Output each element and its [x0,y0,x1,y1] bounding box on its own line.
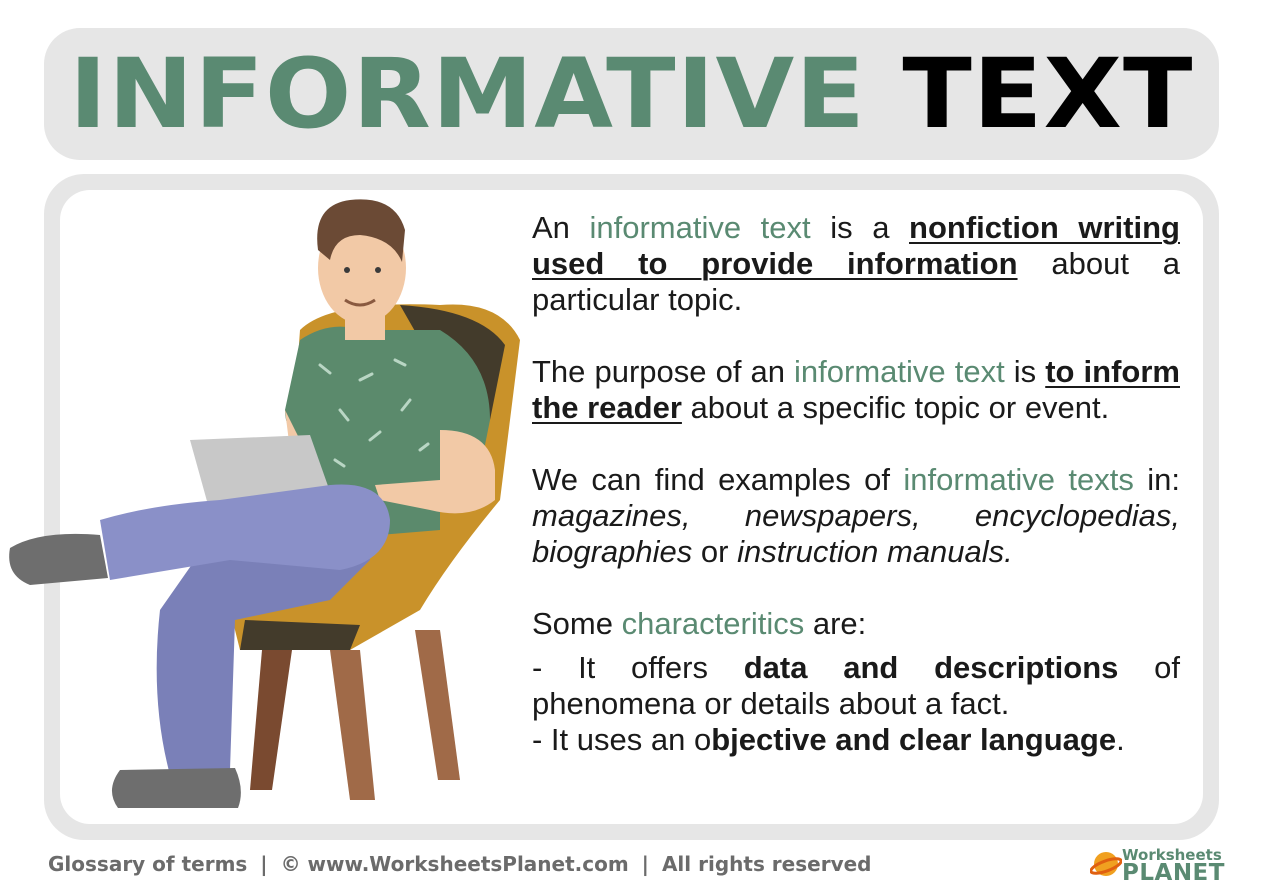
purpose-paragraph: The purpose of an informative text is to… [532,354,1180,426]
text-run: in: [1133,462,1180,497]
footer-separator: | [641,852,649,876]
text-run: about a particular topic. [532,246,1180,317]
footer-site: www.WorksheetsPlanet.com [307,852,629,876]
text-run: of phenomena or details about a fact. [532,650,1181,721]
text-run: are: [804,606,867,641]
footer: Glossary of terms | © www.WorksheetsPlan… [48,852,871,876]
bold-phrase: data and descriptions [743,650,1119,685]
chair-leg-left [250,650,292,790]
text-run: - It offers [532,650,744,685]
characteristics-heading: Some characteritics are: [532,606,1180,642]
title-word-informative: INFORMATIVE [69,38,867,150]
text-run: We can find examples of [532,462,904,497]
definition-paragraph: An informative text is a nonfiction writ… [532,210,1180,318]
characteristic-item-2: - It uses an objective and clear languag… [532,722,1180,758]
text-run: An [532,210,590,245]
text-run: Some [532,606,622,641]
italic-examples: instruction manuals. [737,534,1013,569]
highlight-term: informative text [589,210,811,245]
title-bar: INFORMATIVE TEXT [44,28,1219,160]
text-run: is a [810,210,910,245]
text-run: . [1116,722,1125,757]
man-on-armchair-illustration [9,199,520,808]
text-run: - It uses an o [532,722,712,757]
page-title: INFORMATIVE TEXT [69,46,1193,142]
text-run: is [1004,354,1046,389]
text-column: An informative text is a nonfiction writ… [532,210,1180,758]
italic-examples: magazines, newspapers, encyclopedias, bi… [532,498,1180,569]
shoe-bottom [111,768,241,808]
title-word-text: TEXT [902,38,1194,150]
leg-crossed [100,484,390,580]
text-run: The purpose of an [532,354,795,389]
chair-seat-shadow [240,620,360,650]
examples-paragraph: We can find examples of informative text… [532,462,1180,570]
text-run: or [692,534,738,569]
chair-leg-back [415,630,460,780]
arm-right [375,430,495,514]
characteristic-item-1: - It offers data and descriptions of phe… [532,650,1180,722]
underlined-phrase: nonfiction writing used to provide infor… [532,210,1180,281]
shoe-crossed [9,533,108,585]
highlight-term: informative text [794,354,1005,389]
smile [344,298,376,307]
footer-glossary: Glossary of terms [48,852,248,876]
chair-leg-right [330,650,375,800]
planet-icon [1089,852,1123,876]
eye-right [375,267,381,273]
highlight-term: informative texts [903,462,1134,497]
text-run: about a specific topic or event. [681,390,1110,425]
eye-left [344,267,350,273]
logo-line-1: Worksheets [1122,846,1222,864]
logo-line-2: PLANET [1122,860,1225,886]
footer-separator: | [260,852,268,876]
leg-lower [156,520,370,775]
copyright-icon: © [280,852,301,876]
bold-phrase: bjective and clear language [711,722,1117,757]
hair [317,199,405,262]
footer-rights: All rights reserved [661,852,872,876]
highlight-term: characteritics [621,606,805,641]
worksheets-planet-logo: Worksheets PLANET [1089,844,1224,886]
underlined-phrase: to inform the reader [532,354,1180,425]
